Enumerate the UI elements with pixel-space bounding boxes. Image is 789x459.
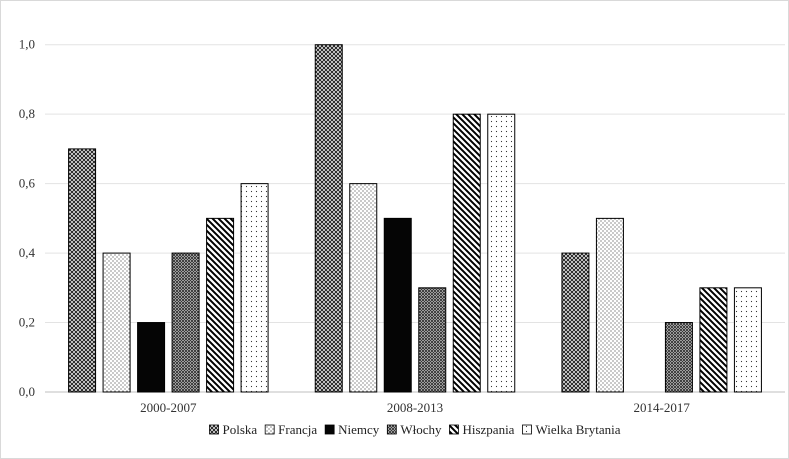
- bar-polska-2008-2013: [314, 44, 343, 393]
- y-tick-label: 0,4: [19, 245, 36, 260]
- bar-polska-2000-2007: [68, 148, 97, 393]
- bar-włochy-2014-2017: [664, 322, 693, 393]
- bar-hiszpania-2008-2013: [452, 113, 481, 393]
- legend-swatch: [522, 424, 532, 435]
- bar-niemcy-2000-2007: [137, 322, 166, 393]
- legend-swatch: [209, 424, 219, 435]
- bar-niemcy-2008-2013: [383, 217, 412, 393]
- x-category-label: 2014-2017: [633, 400, 690, 415]
- x-category-label: 2008-2013: [387, 400, 443, 415]
- bars: [68, 44, 762, 393]
- legend-label: Włochy: [400, 422, 442, 437]
- legend-swatch: [324, 424, 335, 435]
- y-tick-label: 0,6: [19, 176, 36, 191]
- x-axis-categories: 2000-2007 2008-2013 2014-2017: [140, 400, 690, 415]
- legend-label: Polska: [223, 422, 258, 437]
- legend-label: Wielka Brytania: [535, 422, 620, 437]
- gridlines: [45, 44, 785, 393]
- y-tick-label: 1,0: [19, 37, 35, 52]
- bar-hiszpania-2014-2017: [699, 287, 728, 393]
- legend-swatch: [386, 424, 397, 435]
- y-tick-label: 0,8: [19, 106, 35, 121]
- x-category-label: 2000-2007: [140, 400, 197, 415]
- y-tick-label: 0,0: [19, 384, 35, 399]
- bar-wielka-brytania-2008-2013: [487, 113, 516, 393]
- bar-francja-2008-2013: [349, 183, 378, 393]
- y-axis-ticks: 0,0 0,2 0,4 0,6 0,8 1,0: [19, 37, 36, 399]
- bar-francja-2000-2007: [102, 252, 131, 393]
- bar-włochy-2008-2013: [418, 287, 447, 393]
- legend: Polska Francja Niemcy Włochy Hiszpania Wielka…: [209, 422, 621, 437]
- legend-label: Hiszpania: [462, 422, 514, 437]
- bar-francja-2014-2017: [595, 217, 624, 393]
- bar-włochy-2000-2007: [171, 252, 200, 393]
- legend-swatch: [264, 424, 275, 435]
- bar-polska-2014-2017: [561, 252, 590, 393]
- y-tick-label: 0,2: [19, 315, 35, 330]
- bar-wielka-brytania-2000-2007: [240, 183, 269, 393]
- bar-hiszpania-2000-2007: [206, 217, 235, 393]
- bar-wielka-brytania-2014-2017: [733, 287, 762, 393]
- legend-label: Francja: [278, 422, 317, 437]
- legend-label: Niemcy: [338, 422, 380, 437]
- legend-swatch: [449, 424, 459, 435]
